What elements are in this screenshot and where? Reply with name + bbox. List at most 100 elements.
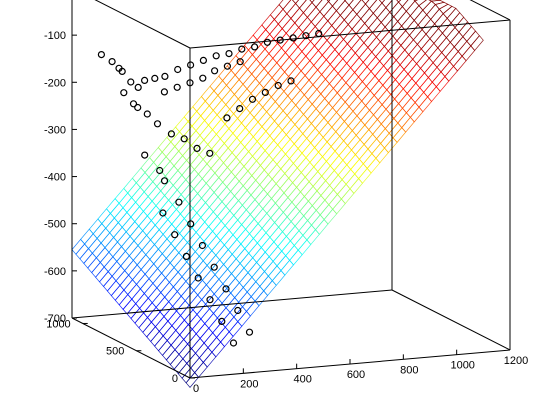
scatter-point [174,65,182,74]
surface-cell [446,7,461,24]
scatter-point [222,285,230,293]
scatter-point [141,76,149,85]
scatter-point [218,317,226,325]
scatter-point [134,103,142,112]
scatter-point [187,220,195,228]
x-tick-label: 800 [400,364,418,376]
scatter-point [225,49,233,58]
scatter-point [143,110,151,118]
axis-ticks: 020040060080010001200050010000-100-200-3… [44,30,528,395]
scatter-point [248,95,257,103]
scatter-point [194,274,202,282]
scatter-point [212,52,220,60]
scatter-point [223,114,231,122]
scatter-point [108,57,116,66]
scatter-point [199,56,207,65]
scatter-point [141,151,149,159]
z-tick-label: -300 [44,124,66,136]
surface-cell [344,0,346,2]
surface-cell [348,0,362,11]
scatter-point [210,263,218,271]
surface-cell [278,0,292,10]
surface-cell [396,0,402,3]
surface-cell [378,0,385,4]
scatter-point [180,135,188,143]
scatter-point [206,149,214,157]
surface-cell [282,0,297,15]
surface-cell [295,0,307,9]
axes-box-front [71,0,511,379]
scatter-point [127,78,135,86]
surface-cell [462,25,476,42]
scatter-point [175,198,183,206]
scatter-point [236,58,244,66]
surface-cell [328,0,339,7]
y-axis-line [71,317,191,379]
scatter-point [173,83,181,91]
scatter-point [211,67,219,75]
box-edge [189,19,511,49]
scatter-point [156,166,164,175]
scatter-point [229,339,238,347]
x-tick-label: 1000 [450,360,474,372]
fitted-surface [71,0,484,388]
surface-cell [365,0,378,10]
scatter-point [159,209,167,217]
scatter-point [245,328,254,336]
x-tick-label: 1200 [504,355,528,367]
surface-cell [292,0,300,5]
scatter-point [151,74,159,83]
scatter-point [206,296,214,304]
surface-cell [442,5,457,19]
surface-cell [401,0,416,12]
x-tick-label: 0 [193,383,199,395]
y-tick-label: 0 [172,373,178,385]
scatter-point [187,61,195,69]
x-tick-label: 600 [347,369,365,381]
scatter-point [167,130,175,138]
surface-cell [332,0,346,12]
scatter-point [134,83,142,92]
scatter-point [234,306,242,315]
scatter-point [120,89,128,97]
surface-cell [381,0,393,9]
surface-cell [311,0,323,8]
scatter-point [198,241,206,250]
scatter-point [182,252,190,260]
surface-cell [299,0,313,14]
z-tick-label: -500 [44,219,66,231]
z-tick-label: -200 [44,77,66,89]
box-edge [94,0,191,49]
surface-cell [470,35,484,52]
surface-cell [309,0,315,4]
z-tick-label: -100 [44,30,66,42]
surface-cell [315,0,329,13]
scatter-point [289,34,297,42]
scatter-point [263,38,271,46]
box-edge [469,0,511,21]
z-tick-label: -700 [44,313,66,325]
scatter-point [199,74,207,82]
scatter-point [287,77,295,85]
box-edge [71,289,393,319]
y-tick-label: 1000 [46,319,70,331]
scatter-point [161,72,169,81]
z-tick-label: -400 [44,172,66,184]
surface-cell [398,0,409,8]
scatter-point [153,120,162,128]
scatter-point [274,81,282,90]
x-tick-label: 400 [294,374,312,386]
surface-cell [368,0,383,14]
scatter-point [193,144,201,152]
scatter-point [129,100,138,108]
scatter-point [171,231,179,239]
surface-cell [344,0,354,6]
axes-box-back [71,0,511,351]
scatter-point [236,104,244,113]
surface-cell [414,0,427,7]
scatter-point [302,32,310,40]
box-edge [391,289,511,351]
surface-cell [361,0,370,5]
scatter-point [160,88,168,96]
